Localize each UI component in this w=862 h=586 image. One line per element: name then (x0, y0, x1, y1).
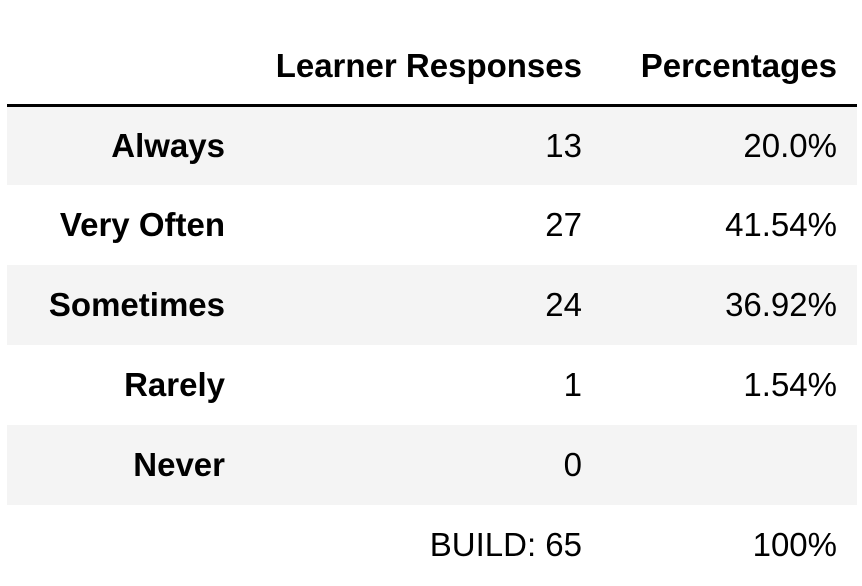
table-header-row: Learner Responses Percentages (7, 28, 857, 107)
row-label: Very Often (59, 206, 225, 243)
responses-cell: 27 (545, 206, 582, 243)
row-label: Rarely (124, 366, 225, 403)
percentage-cell: 20.0% (743, 126, 837, 164)
row-label: Never (133, 446, 225, 483)
table-row: Sometimes 24 36.92% (7, 265, 857, 345)
responses-cell: 0 (563, 446, 582, 483)
row-label: Sometimes (48, 286, 225, 323)
column-header-responses: Learner Responses (232, 28, 602, 107)
row-label: Always (111, 126, 225, 164)
responses-cell: 24 (545, 286, 582, 323)
table-row: Very Often 27 41.54% (7, 185, 857, 265)
percentage-cell: 41.54% (725, 206, 837, 243)
responses-cell: 13 (545, 126, 582, 164)
table-row: Rarely 1 1.54% (7, 345, 857, 425)
total-responses-cell: BUILD: 65 (429, 526, 582, 563)
percentage-cell (602, 425, 857, 505)
total-label (7, 505, 232, 585)
total-row: BUILD: 65 100% (7, 505, 857, 585)
total-percentage-cell: 100% (752, 526, 837, 563)
responses-cell: 1 (563, 366, 582, 403)
table-row: Never 0 (7, 425, 857, 505)
header-blank (7, 28, 232, 107)
table-row: Always 13 20.0% (7, 105, 857, 185)
percentage-cell: 36.92% (725, 286, 837, 323)
percentage-cell: 1.54% (743, 366, 837, 403)
column-header-percentages: Percentages (602, 28, 857, 107)
learner-responses-table: Learner Responses Percentages Always 13 … (7, 28, 857, 585)
